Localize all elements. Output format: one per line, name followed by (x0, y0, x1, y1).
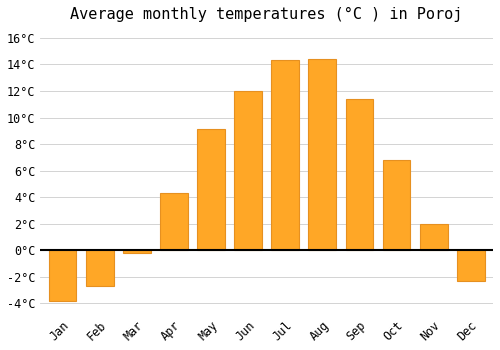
Bar (123, 250, 150, 253)
Bar (197, 130, 225, 250)
Title: Average monthly temperatures (°C ) in Poroj: Average monthly temperatures (°C ) in Po… (70, 7, 463, 22)
Bar (86, 250, 114, 286)
Bar (346, 99, 374, 250)
Bar (234, 91, 262, 250)
Bar (272, 61, 299, 250)
Bar (457, 250, 484, 281)
Bar (420, 224, 448, 250)
Bar (382, 160, 410, 250)
Bar (308, 59, 336, 250)
Bar (160, 193, 188, 250)
Bar (48, 250, 76, 301)
